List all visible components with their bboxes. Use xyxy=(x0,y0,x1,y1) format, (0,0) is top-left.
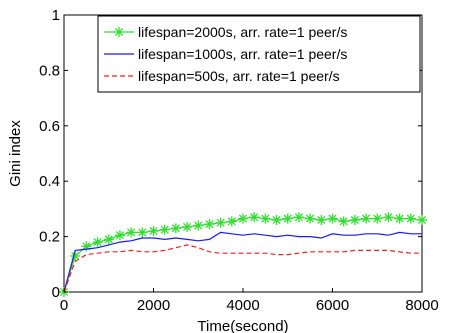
asterisk-stroke xyxy=(115,231,124,240)
axis-ticks: 0 2000 4000 6000 8000 0 0.2 0.4 0.6 0.8 1 xyxy=(39,7,439,314)
series-1-point-marker xyxy=(271,214,282,225)
legend: lifespan=2000s, arr. rate=1 peer/s lifesp… xyxy=(97,15,421,93)
asterisk-stroke xyxy=(339,217,348,226)
series-1-point-marker xyxy=(293,212,304,223)
x-axis-label: Time(second) xyxy=(197,318,288,333)
x-tick-label: 0 xyxy=(60,297,68,314)
legend-label-1: lifespan=2000s, arr. rate=1 peer/s xyxy=(138,24,347,40)
series-1-point-marker xyxy=(305,213,316,224)
asterisk-stroke xyxy=(183,222,192,231)
series-1-point-marker xyxy=(159,224,170,235)
asterisk-stroke xyxy=(283,214,292,223)
x-tick-label: 6000 xyxy=(316,297,349,314)
asterisk-stroke xyxy=(104,235,113,244)
series-1-point-marker xyxy=(349,214,360,225)
y-tick-label: 0 xyxy=(52,284,60,301)
legend-marker-1 xyxy=(114,27,124,37)
series-1-point-marker xyxy=(338,216,349,227)
asterisk-stroke xyxy=(406,214,415,223)
series-1-point-marker xyxy=(249,212,260,223)
y-tick-label: 0.4 xyxy=(39,173,60,190)
asterisk-stroke xyxy=(362,214,371,223)
asterisk-stroke xyxy=(138,228,147,237)
series-1-point-marker xyxy=(170,223,181,234)
legend-label-3: lifespan=500s, arr. rate=1 peer/s xyxy=(138,68,340,84)
series-1-point-marker xyxy=(282,213,293,224)
asterisk-stroke xyxy=(205,220,214,229)
asterisk-stroke xyxy=(317,215,326,225)
series-line-3 xyxy=(63,244,422,293)
asterisk-stroke xyxy=(395,214,404,223)
asterisk-stroke xyxy=(261,214,270,223)
series-1-point-marker xyxy=(193,220,204,231)
asterisk-stroke xyxy=(93,238,102,247)
x-tick-label: 2000 xyxy=(137,297,170,314)
series-1-point-marker xyxy=(383,212,394,223)
asterisk-stroke xyxy=(160,225,169,234)
x-tick-label: 4000 xyxy=(226,297,259,314)
asterisk-stroke xyxy=(350,215,359,225)
y-axis-label: Gini index xyxy=(7,120,24,187)
y-tick-label: 0.8 xyxy=(39,62,60,79)
asterisk-stroke xyxy=(294,213,303,222)
series-layer xyxy=(59,212,427,297)
legend-box xyxy=(97,15,421,93)
series-line-2 xyxy=(63,231,422,293)
series-1-point-marker xyxy=(316,214,327,225)
asterisk-stroke xyxy=(417,215,427,225)
legend-label-2: lifespan=1000s, arr. rate=1 peer/s xyxy=(138,46,347,62)
series-1-point-marker xyxy=(215,217,226,228)
y-tick-label: 0.6 xyxy=(39,118,60,135)
asterisk-stroke xyxy=(171,224,180,233)
series-1-point-marker xyxy=(260,213,271,224)
series-1-point-marker xyxy=(394,213,405,224)
series-1-point-marker xyxy=(114,230,125,241)
series-1-point-marker xyxy=(405,213,416,224)
y-tick-label: 1 xyxy=(52,7,60,24)
series-1-point-marker xyxy=(148,226,159,237)
asterisk-stroke xyxy=(384,213,393,222)
series-1-point-marker xyxy=(226,216,237,227)
asterisk-stroke xyxy=(373,214,382,223)
asterisk-stroke xyxy=(114,27,124,37)
series-1-point-marker xyxy=(372,213,383,224)
asterisk-stroke xyxy=(194,221,203,230)
asterisk-stroke xyxy=(149,227,158,236)
series-1-point-marker xyxy=(182,221,193,232)
series-1-point-marker xyxy=(238,213,248,224)
series-1-point-marker xyxy=(126,227,137,238)
series-1-point-marker xyxy=(92,237,103,248)
asterisk-stroke xyxy=(272,215,281,225)
asterisk-stroke xyxy=(82,242,91,251)
asterisk-stroke xyxy=(238,214,248,223)
asterisk-stroke xyxy=(306,214,315,223)
x-tick-label: 8000 xyxy=(405,297,438,314)
asterisk-stroke xyxy=(127,228,136,237)
series-1-point-marker xyxy=(103,234,114,245)
series-1-point-marker xyxy=(204,219,215,230)
asterisk-stroke xyxy=(227,217,236,226)
asterisk-stroke xyxy=(250,213,259,222)
series-1-point-marker xyxy=(417,214,427,225)
asterisk-stroke xyxy=(328,214,337,223)
series-1-point-marker xyxy=(137,227,148,238)
series-1-point-marker xyxy=(327,213,338,224)
series-1-point-marker xyxy=(361,213,372,224)
y-tick-label: 0.2 xyxy=(39,229,60,246)
asterisk-stroke xyxy=(216,218,225,227)
